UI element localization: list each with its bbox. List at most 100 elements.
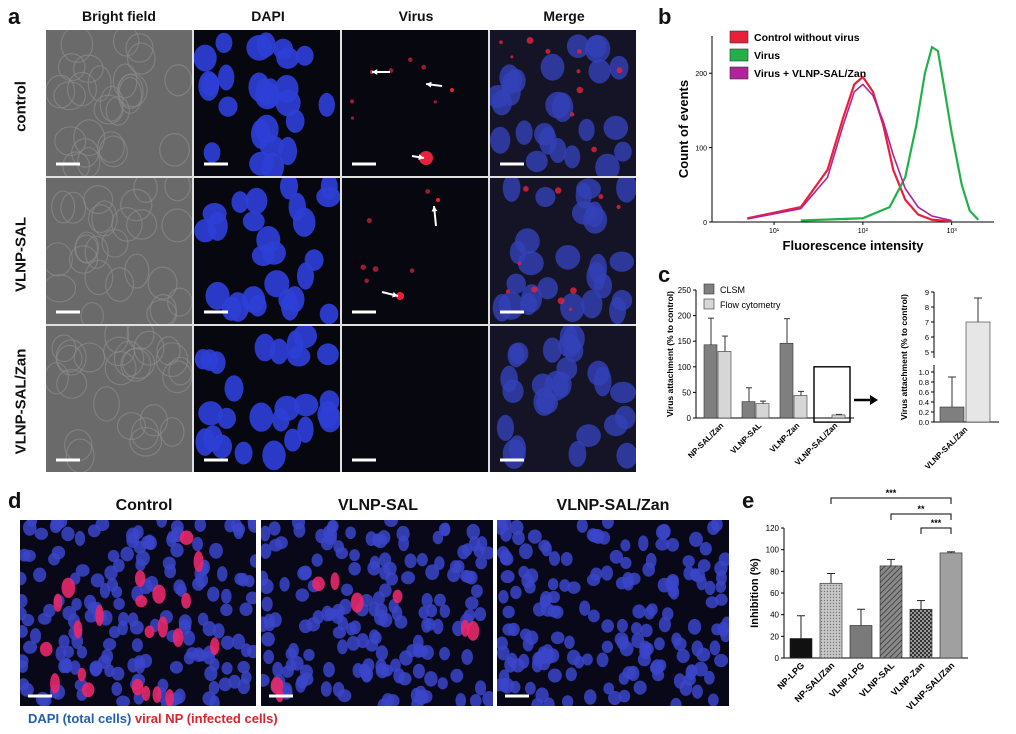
immunostain-image-vlnp-sal-zan (497, 520, 729, 706)
panel-d-caption: DAPI (total cells) viral NP (infected ce… (28, 711, 278, 726)
x-tick-label: 10¹ (769, 228, 780, 235)
micrograph-r1-c4 (490, 30, 636, 176)
panel-d-letter: d (8, 488, 22, 513)
infected-cell (330, 572, 340, 591)
virus-particle (436, 198, 440, 202)
e-y-tick-label: 60 (770, 589, 779, 598)
microscopy-grid (46, 30, 636, 472)
y-tick-label: 100 (695, 146, 707, 153)
e-bar (939, 552, 963, 659)
panel-c-letter: c (658, 262, 671, 287)
c2-y-tick-label: 0.2 (919, 408, 929, 417)
c2-y-tick-label: 8 (925, 303, 929, 312)
infected-cell (181, 592, 191, 609)
c-y-tick-label: 200 (678, 312, 692, 321)
micrograph-r1-c1 (46, 30, 192, 176)
inhibition-bar-chart: 020406080100120NP-LPGNP-SAL/ZanVLNP-LPGV… (749, 488, 968, 712)
micrograph-r2-c1 (46, 178, 192, 324)
c-y-tick-label: 250 (678, 286, 692, 295)
c2-y-axis-label: Virus attachment (% to control) (899, 294, 909, 420)
infected-cell (193, 550, 204, 573)
c-category-label: VLNP-Zan (768, 421, 801, 454)
infected-cell (165, 689, 175, 706)
micrograph-r2-c4 (490, 178, 636, 324)
col-header-dapi: DAPI (251, 8, 285, 24)
arrowhead (426, 81, 432, 88)
infected-cell (50, 673, 60, 694)
virus-particle (450, 88, 454, 92)
c2-y-tick-label: 9 (925, 288, 929, 297)
e-bar (819, 582, 843, 659)
c-bar (793, 395, 808, 419)
infected-cell (61, 577, 76, 598)
c-bar (755, 403, 770, 419)
legend-swatch-3 (729, 66, 749, 80)
arrowhead (392, 291, 398, 298)
e-y-tick-label: 40 (770, 611, 779, 620)
y-tick-label: 0 (703, 220, 707, 227)
infected-cell (179, 530, 194, 545)
c2-bar (965, 321, 991, 423)
c-category-label: NP-SAL/Zan (686, 421, 725, 460)
x-tick-label: 10² (858, 228, 869, 235)
c2-y-tick-label: 0.4 (919, 398, 929, 407)
c-zoom-box (813, 366, 851, 423)
e-significance-label: *** (931, 518, 942, 528)
infected-cell (172, 628, 184, 647)
c-legend-swatch-1 (703, 283, 715, 295)
infected-cell (460, 619, 470, 637)
x-tick-label: 10³ (947, 228, 958, 235)
e-bar (909, 608, 933, 659)
panel-e-letter: e (742, 488, 755, 513)
c-legend-label-2: Flow cytometry (720, 300, 781, 310)
infected-cell (53, 593, 63, 612)
virus-particle (419, 151, 433, 165)
e-bar (789, 638, 813, 659)
micrograph-r1-c2 (194, 30, 340, 176)
c-y-tick-label: 50 (682, 388, 691, 397)
c2-bar (939, 406, 965, 423)
c-bar (741, 401, 756, 419)
infected-cell (312, 576, 325, 592)
e-bar (879, 565, 903, 659)
infected-cell (152, 584, 166, 604)
arrowhead (431, 206, 438, 212)
arrowhead (418, 154, 424, 160)
d-title-vlnp-sal: VLNP-SAL (338, 497, 418, 514)
row-header-vlnp-sal-zan: VLNP-SAL/Zan (12, 348, 30, 455)
c-legend-label-1: CLSM (720, 285, 745, 295)
e-significance-label: *** (886, 488, 897, 498)
infected-cell (73, 620, 83, 639)
y-axis-label: Count of events (676, 80, 691, 178)
series-line-3 (747, 83, 952, 222)
infected-cell (39, 641, 53, 657)
e-y-axis-label: Inhibition (%) (749, 558, 761, 628)
c2-y-tick-label: 0.8 (919, 378, 929, 387)
panel-a-letter: a (8, 4, 21, 29)
e-y-tick-label: 100 (766, 546, 780, 555)
virus-attachment-bar-chart: 0 50 100 150 200 250 NP-SAL/Zan VLNP-SAL VLNP-Za… (665, 283, 1002, 471)
infected-cell (392, 589, 403, 604)
micrograph-r1-c3 (342, 30, 488, 176)
c-legend-swatch-2 (703, 298, 715, 310)
series-line-1 (747, 75, 952, 223)
c-bar (717, 351, 732, 419)
infected-cell (152, 686, 162, 703)
c2-y-tick-label: 6 (925, 333, 929, 342)
immunostain-image-vlnp-sal (261, 520, 493, 706)
micrograph-r2-c3 (342, 178, 488, 324)
c2-y-tick-label: 1.0 (919, 368, 929, 377)
legend-label-3: Virus + VLNP-SAL/Zan (754, 68, 866, 80)
e-significance-bracket (890, 513, 952, 520)
infected-cell (135, 595, 148, 608)
c2-y-tick-label: 5 (925, 348, 929, 357)
c-y-axis-label: Virus attachment (% to control) (665, 291, 675, 417)
col-header-virus: Virus (398, 8, 434, 24)
e-significance-label: ** (917, 504, 925, 514)
e-bar (849, 625, 873, 659)
e-y-tick-label: 0 (775, 654, 780, 663)
micrograph-r3-c3 (342, 326, 488, 472)
c2-y-tick-label: 7 (925, 318, 929, 327)
caption-dapi: DAPI (total cells) (28, 711, 132, 726)
micrograph-r3-c1 (46, 326, 192, 472)
